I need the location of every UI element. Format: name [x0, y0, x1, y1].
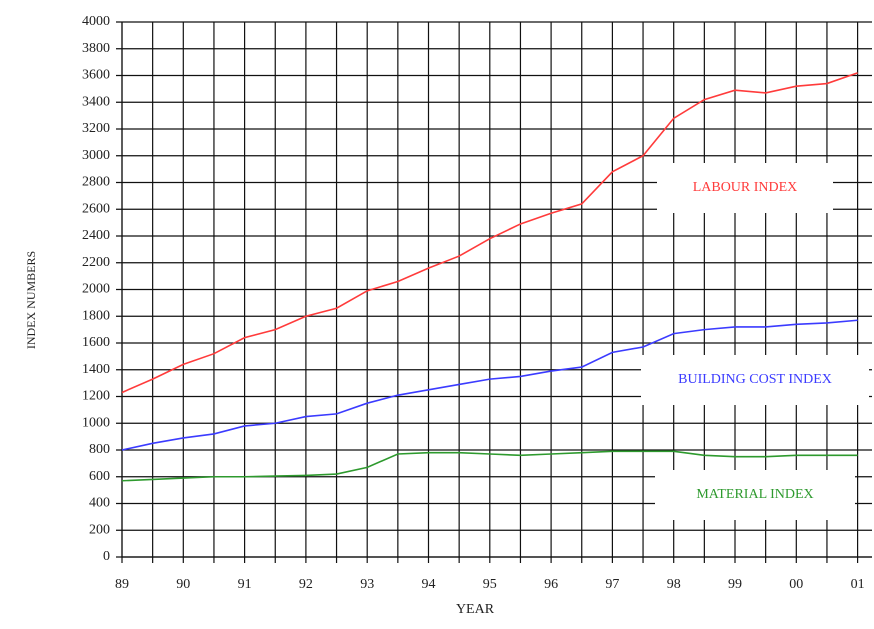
x-tick-label: 90 — [176, 577, 190, 592]
y-tick-label: 3200 — [82, 121, 110, 136]
series-label-box — [657, 163, 833, 213]
x-tick-label: 98 — [667, 577, 681, 592]
y-tick-label: 3600 — [82, 68, 110, 83]
series-label-box — [641, 355, 869, 405]
y-tick-label: 400 — [89, 496, 110, 511]
y-tick-label: 2400 — [82, 228, 110, 243]
y-tick-label: 2600 — [82, 201, 110, 216]
y-tick-label: 3000 — [82, 148, 110, 163]
series-label: MATERIAL INDEX — [696, 487, 813, 502]
x-tick-label: 99 — [728, 577, 742, 592]
y-tick-label: 1800 — [82, 308, 110, 323]
x-tick-label: 00 — [789, 577, 803, 592]
x-tick-label: 93 — [360, 577, 374, 592]
y-tick-label: 3800 — [82, 41, 110, 56]
y-tick-label: 1200 — [82, 389, 110, 404]
x-tick-label: 96 — [544, 577, 558, 592]
y-tick-label: 1600 — [82, 335, 110, 350]
x-axis-title: YEAR — [456, 602, 495, 617]
series-line — [121, 450, 858, 482]
y-axis-title: INDEX NUMBERS — [24, 251, 38, 349]
y-tick-label: 1400 — [82, 362, 110, 377]
series-line — [121, 72, 858, 394]
y-tick-label: 600 — [89, 469, 110, 484]
series-label-box — [655, 470, 855, 520]
y-tick-label: 200 — [89, 522, 110, 537]
y-tick-label: 4000 — [82, 14, 110, 29]
series-label: BUILDING COST INDEX — [678, 372, 832, 387]
y-tick-label: 2000 — [82, 282, 110, 297]
x-tick-label: 92 — [299, 577, 313, 592]
y-tick-label: 2200 — [82, 255, 110, 270]
x-tick-label: 95 — [483, 577, 497, 592]
series-line — [121, 319, 858, 451]
x-tick-label: 91 — [238, 577, 252, 592]
x-tick-label: 89 — [115, 577, 129, 592]
y-tick-label: 3400 — [82, 94, 110, 109]
x-tick-label: 01 — [851, 577, 865, 592]
y-tick-label: 2800 — [82, 175, 110, 190]
y-tick-label: 0 — [103, 549, 110, 564]
x-tick-label: 94 — [422, 577, 436, 592]
y-tick-label: 800 — [89, 442, 110, 457]
x-tick-label: 97 — [605, 577, 619, 592]
y-tick-label: 1000 — [82, 415, 110, 430]
series-label: LABOUR INDEX — [693, 180, 798, 195]
